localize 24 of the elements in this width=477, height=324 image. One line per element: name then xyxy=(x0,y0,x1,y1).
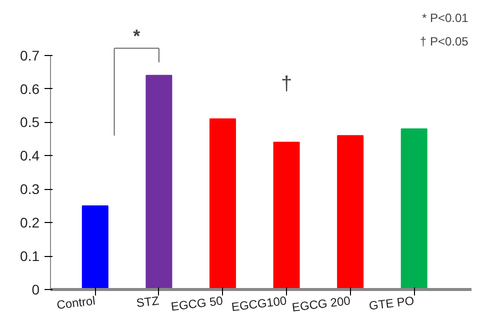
text: † P<0.05 xyxy=(420,34,469,48)
x-tick-label: Control xyxy=(56,294,96,312)
bar xyxy=(146,74,172,290)
x-tick-label: EGCG 50 xyxy=(170,294,224,314)
bar xyxy=(209,118,236,290)
y-tick-label: 0.2 xyxy=(20,214,40,231)
y-tick-label: 0 xyxy=(32,282,40,298)
x-tick-label: STZ xyxy=(136,294,160,310)
y-tick-label: 0.7 xyxy=(20,47,40,64)
y-tick-label: 0.3 xyxy=(20,181,40,198)
x-tick-label: GTE PO xyxy=(368,294,415,313)
bar xyxy=(273,142,300,290)
bar xyxy=(400,128,428,290)
y-tick-label: 0.4 xyxy=(20,148,40,164)
bar xyxy=(82,205,108,290)
x-tick-label: EGCG 200 xyxy=(291,294,352,314)
text: * xyxy=(133,26,140,46)
text: * P<0.01 xyxy=(422,10,469,25)
y-tick-label: 0.1 xyxy=(20,248,40,264)
annotation: † xyxy=(280,73,292,96)
x-tick-label: EGCG100 xyxy=(230,294,288,314)
y-tick-label: 0.6 xyxy=(20,80,40,97)
y-tick-label: 0.5 xyxy=(20,114,40,130)
bar xyxy=(337,135,364,290)
